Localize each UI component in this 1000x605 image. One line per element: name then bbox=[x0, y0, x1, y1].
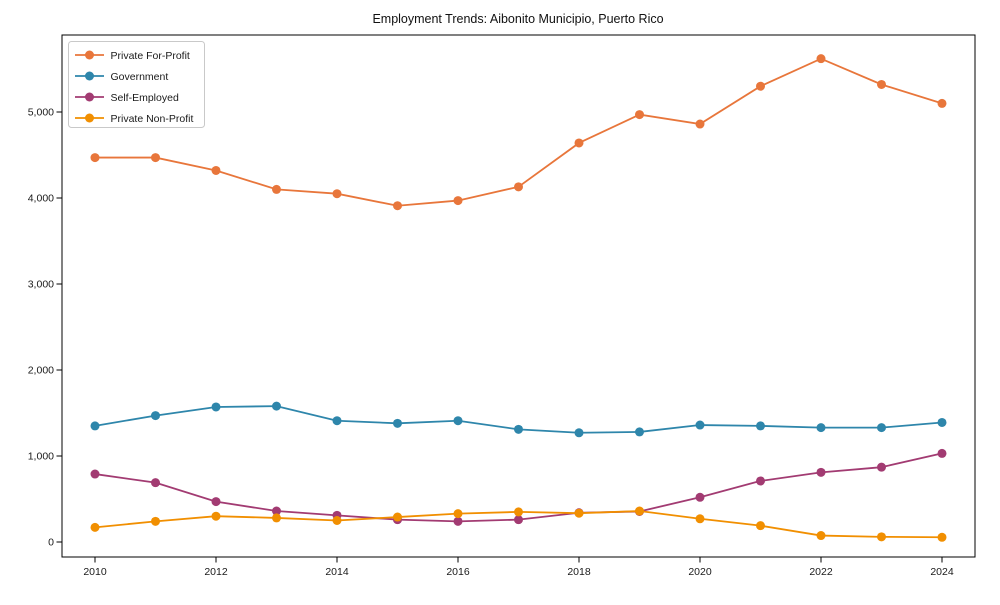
y-tick-label: 4,000 bbox=[28, 193, 54, 205]
self-employed-point bbox=[211, 497, 221, 507]
self-employed-point bbox=[877, 462, 886, 472]
government-point bbox=[90, 421, 100, 431]
private-for-profit-point bbox=[937, 98, 947, 108]
self-employed-point bbox=[756, 476, 765, 486]
private-non-profit-point bbox=[695, 514, 705, 524]
government-point bbox=[756, 421, 765, 431]
private-for-profit-point bbox=[272, 184, 281, 194]
private-for-profit-point bbox=[332, 189, 342, 199]
private-non-profit-point bbox=[332, 516, 342, 525]
plot-border bbox=[61, 34, 976, 558]
x-tick-label: 2024 bbox=[930, 566, 954, 578]
self-employed-point bbox=[453, 516, 463, 526]
private-for-profit-point bbox=[877, 79, 886, 89]
private-for-profit-point bbox=[514, 182, 523, 192]
government-point bbox=[151, 411, 160, 421]
private-non-profit-point bbox=[90, 522, 100, 532]
y-tick-label: 5,000 bbox=[28, 107, 54, 119]
y-tick-label: 3,000 bbox=[28, 279, 54, 291]
private-non-profit-point bbox=[937, 532, 947, 542]
y-tick-label: 0 bbox=[48, 537, 54, 549]
private-non-profit-point bbox=[816, 531, 826, 541]
self-employed-point bbox=[816, 467, 826, 477]
private-for-profit-point bbox=[211, 165, 221, 175]
government-point bbox=[514, 424, 523, 434]
private-non-profit-point bbox=[393, 512, 402, 522]
government-point bbox=[635, 427, 644, 437]
x-tick-label: 2020 bbox=[688, 566, 712, 578]
x-tick-label: 2010 bbox=[83, 566, 107, 578]
government-point bbox=[574, 428, 584, 438]
chart-title: Employment Trends: Aibonito Municipio, P… bbox=[372, 12, 663, 26]
x-tick-label: 2018 bbox=[567, 566, 591, 578]
self-employed-point bbox=[151, 478, 160, 488]
legend-private-for-profit-marker bbox=[85, 50, 94, 60]
legend-self-employed-label: Self-Employed bbox=[111, 92, 179, 104]
x-tick-label: 2012 bbox=[204, 566, 228, 578]
private-for-profit-point bbox=[816, 54, 826, 64]
legend-private-for-profit-label: Private For-Profit bbox=[111, 50, 190, 62]
legend-government-label: Government bbox=[111, 71, 169, 83]
private-for-profit-point bbox=[635, 110, 644, 120]
x-tick-label: 2014 bbox=[325, 566, 349, 578]
private-for-profit-point bbox=[453, 196, 463, 206]
legend-self-employed-marker bbox=[85, 92, 94, 102]
self-employed-point bbox=[272, 506, 281, 516]
x-tick-label: 2016 bbox=[446, 566, 470, 578]
private-non-profit-point bbox=[453, 509, 463, 519]
legend-box bbox=[68, 41, 205, 128]
government-point bbox=[393, 418, 402, 428]
private-non-profit-point bbox=[635, 506, 644, 516]
government-point bbox=[211, 402, 221, 412]
self-employed-point bbox=[937, 448, 947, 458]
private-non-profit-point bbox=[756, 521, 765, 531]
y-tick-label: 2,000 bbox=[28, 365, 54, 377]
private-for-profit-point bbox=[695, 119, 705, 129]
government-point bbox=[816, 423, 826, 433]
government-point bbox=[453, 416, 463, 426]
private-non-profit-point bbox=[151, 516, 160, 526]
private-non-profit-point bbox=[514, 507, 523, 517]
x-tick-label: 2022 bbox=[809, 566, 833, 578]
private-non-profit-point bbox=[877, 532, 886, 542]
private-for-profit-point bbox=[151, 153, 160, 163]
self-employed-point bbox=[90, 469, 100, 479]
private-non-profit-point bbox=[574, 508, 584, 518]
legend-government-marker bbox=[85, 71, 94, 81]
government-point bbox=[695, 420, 705, 430]
legend-private-non-profit-label: Private Non-Profit bbox=[111, 113, 194, 125]
government-point bbox=[937, 417, 947, 427]
private-for-profit-point bbox=[393, 201, 402, 211]
self-employed-point bbox=[514, 515, 523, 525]
legend-private-non-profit-marker bbox=[85, 113, 94, 123]
y-tick-label: 1,000 bbox=[28, 451, 54, 463]
private-non-profit-point bbox=[211, 511, 221, 521]
government-point bbox=[332, 416, 342, 426]
government-point bbox=[877, 423, 886, 433]
self-employed-point bbox=[695, 492, 705, 502]
private-for-profit-point bbox=[90, 153, 100, 163]
government-point bbox=[272, 401, 281, 411]
private-non-profit-point bbox=[272, 513, 281, 523]
private-for-profit-point bbox=[574, 138, 584, 148]
private-for-profit-point bbox=[756, 81, 765, 91]
